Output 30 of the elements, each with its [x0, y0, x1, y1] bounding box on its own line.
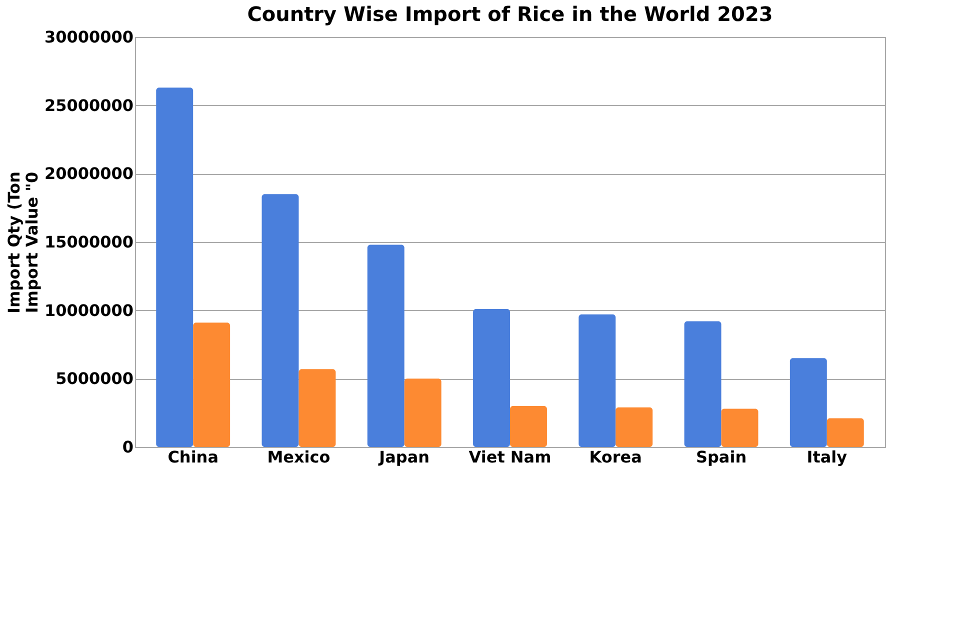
x-tick-label: Korea: [589, 448, 642, 466]
x-tick-label: Italy: [806, 448, 848, 466]
bar: [262, 194, 299, 447]
y-tick-label: 10000000: [44, 300, 134, 320]
bar: [826, 418, 864, 447]
bar: [156, 88, 194, 447]
bar: [790, 358, 827, 447]
y-tick-label: 30000000: [44, 28, 134, 46]
y-tick-label: 20000000: [44, 164, 134, 184]
bar: [473, 308, 510, 447]
bar: [510, 406, 547, 447]
y-tick-label: 0: [122, 438, 134, 456]
bar: [404, 378, 442, 447]
x-tick-label: Viet Nam: [468, 448, 552, 466]
x-tick-label: Japan: [378, 448, 430, 466]
bar: [193, 322, 230, 447]
bar: [578, 314, 616, 447]
x-tick-label: China: [168, 448, 219, 466]
chart-title: Country Wise Import of Rice in the World 2023: [247, 2, 773, 26]
bar: [721, 408, 758, 447]
y-tick-label: 15000000: [44, 232, 134, 252]
y-axis-title: Import Qty (Ton Import Value "0: [4, 172, 42, 314]
bar: [367, 244, 404, 447]
x-tick-label: Mexico: [267, 448, 330, 466]
bar: [298, 369, 336, 447]
y-tick-label: 25000000: [44, 96, 134, 115]
y-tick-label: 5000000: [56, 369, 134, 388]
x-tick-label: Spain: [696, 448, 747, 466]
bar: [616, 407, 653, 447]
bar: [684, 321, 722, 447]
